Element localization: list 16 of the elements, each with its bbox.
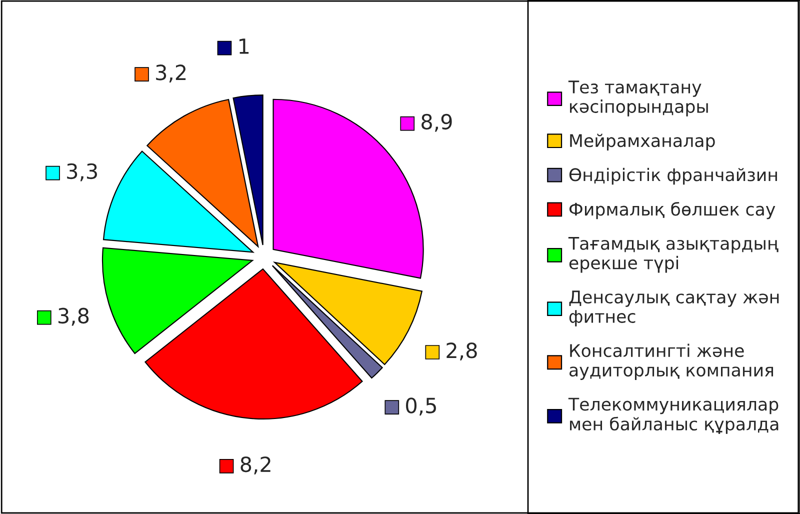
- data-label: 1: [240, 38, 249, 54]
- legend-label: Тез тамақтану кәсіпорындары: [568, 80, 708, 116]
- data-label: 3,2: [156, 64, 186, 82]
- data-label: 3,3: [67, 163, 97, 182]
- legend-label: Тағамдық азықтардың ерекше түрі: [568, 237, 778, 273]
- legend-label: Телекоммуникациялар мен байланыс құралда: [568, 398, 778, 434]
- data-label: 8,2: [240, 456, 270, 474]
- legend-label: Мейрамханалар: [570, 134, 715, 151]
- data-label: 2,8: [446, 342, 477, 360]
- data-label: 3,8: [58, 308, 89, 326]
- legend-label: Денсаулық сақтау жән фитнес: [569, 290, 779, 326]
- data-label: 8,9: [422, 114, 452, 132]
- data-label: 0,5: [406, 398, 436, 416]
- legend-label: Консалтингті және аудиторлық компания: [570, 344, 774, 380]
- legend-label: Фирмалық бөлшек сау: [569, 202, 776, 220]
- legend-label: Өндірістік франчайзин: [569, 168, 777, 185]
